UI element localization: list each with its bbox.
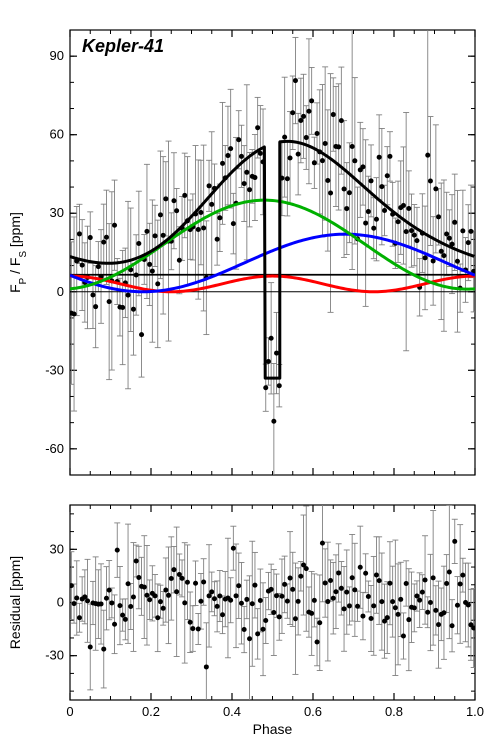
svg-text:Residual [ppm]: Residual [ppm]	[7, 556, 23, 649]
model-total	[70, 141, 474, 378]
svg-text:-30: -30	[45, 648, 64, 663]
svg-text:0.8: 0.8	[385, 704, 403, 719]
figure-svg: -60 -30 0 30 60 90 Kepler-41 FP / FS [ppm] 0 0.2 0…	[0, 0, 500, 750]
svg-text:-30: -30	[45, 362, 64, 377]
ylabel-bottom: Residual [ppm]	[7, 556, 23, 649]
svg-text:0: 0	[57, 284, 64, 299]
svg-text:FP / FS [ppm]: FP / FS [ppm]	[7, 212, 29, 293]
svg-text:1.0: 1.0	[466, 704, 484, 719]
figure-root: -60 -30 0 30 60 90 Kepler-41 FP / FS [ppm] 0 0.2 0…	[0, 0, 500, 750]
svg-text:30: 30	[50, 541, 64, 556]
svg-text:0: 0	[57, 595, 64, 610]
ylabel-top: FP / FS [ppm]	[7, 212, 29, 293]
top-panel-content	[68, 23, 476, 479]
svg-text:60: 60	[50, 127, 64, 142]
svg-text:90: 90	[50, 48, 64, 63]
xlabel: Phase	[253, 721, 293, 737]
svg-text:0.6: 0.6	[304, 704, 322, 719]
svg-text:0: 0	[66, 704, 73, 719]
svg-text:-60: -60	[45, 441, 64, 456]
svg-text:0.2: 0.2	[142, 704, 160, 719]
bottom-panel-content	[68, 484, 476, 711]
svg-text:30: 30	[50, 205, 64, 220]
chart-title: Kepler-41	[82, 36, 164, 56]
svg-text:0.4: 0.4	[223, 704, 241, 719]
